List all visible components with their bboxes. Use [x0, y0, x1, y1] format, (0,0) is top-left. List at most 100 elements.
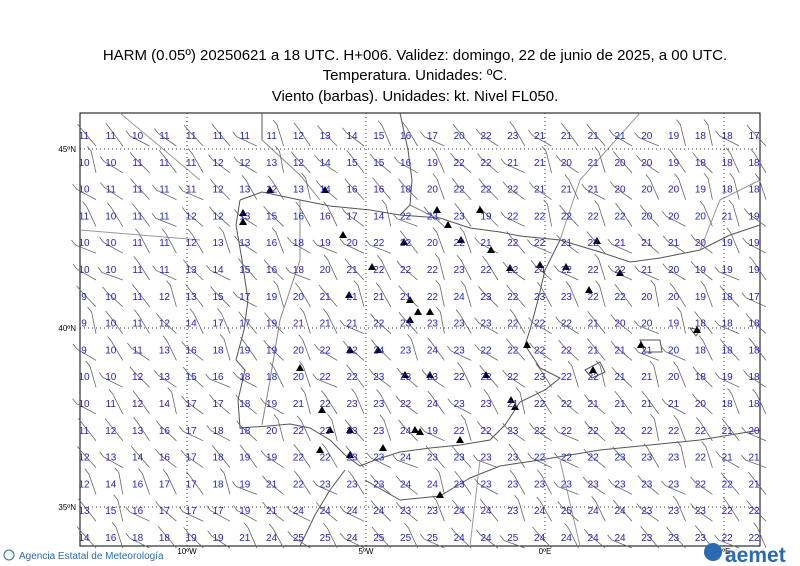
temperature-value: 23 [427, 372, 439, 383]
wind-barb [537, 469, 552, 495]
wind-barb [556, 234, 579, 254]
wind-barb [133, 309, 150, 334]
temperature-value: 18 [239, 426, 251, 437]
temperature-value: 23 [400, 506, 412, 517]
temperature-value: 12 [105, 426, 117, 437]
wind-barb [395, 395, 418, 415]
wind-barb [286, 506, 311, 522]
wind-barb [233, 209, 258, 227]
temperature-value: 23 [480, 453, 492, 464]
temperature-value: 20 [346, 238, 358, 249]
wind-barb [714, 320, 740, 334]
temperature-value: 19 [695, 292, 707, 303]
temperature-value: 20 [454, 131, 466, 142]
wind-barb [314, 155, 338, 174]
peak [433, 206, 441, 213]
wind-barb [474, 344, 499, 361]
wind-barb [450, 153, 472, 174]
wind-barb [728, 200, 740, 227]
wind-barb [581, 184, 606, 200]
wind-barb [368, 368, 392, 388]
temperature-value: 19 [266, 345, 278, 356]
wind-barb [273, 414, 284, 441]
wind-barb [476, 421, 499, 442]
temperature-value: 19 [427, 426, 439, 437]
wind-barb [607, 265, 633, 281]
wind-barb [420, 131, 445, 147]
wind-barb [690, 234, 713, 254]
temperature-value: 10 [105, 319, 117, 330]
wind-barb [564, 174, 579, 200]
temperature-value: 24 [454, 292, 466, 303]
wind-barb [287, 531, 311, 549]
wind-barb [502, 369, 526, 388]
wind-barb [459, 227, 472, 254]
peak [239, 209, 247, 216]
wind-barb [206, 505, 231, 522]
temperature-value: 23 [400, 319, 412, 330]
wind-barb [317, 125, 338, 147]
temperature-value: 17 [186, 453, 198, 464]
wind-barb [236, 420, 258, 442]
temperature-value: 23 [695, 506, 707, 517]
temperature-value: 22 [561, 211, 573, 222]
wind-barb [451, 446, 472, 468]
temperature-value: 18 [722, 158, 734, 169]
temperature-value: 18 [748, 345, 760, 356]
peak [368, 263, 376, 270]
temperature-value: 12 [186, 211, 198, 222]
temperature-value: 14 [373, 211, 385, 222]
temperature-value: 22 [695, 453, 707, 464]
wind-barb [353, 280, 365, 307]
wind-barb [473, 454, 499, 468]
peak [457, 236, 465, 243]
agency-name: Agencia Estatal de Meteorología [19, 551, 164, 562]
temperature-value: 20 [668, 211, 680, 222]
map-frame [79, 112, 761, 547]
wind-barb [676, 119, 686, 147]
temperature-value: 20 [614, 319, 626, 330]
wind-barb [741, 292, 767, 308]
temperature-value: 23 [480, 292, 492, 303]
temperature-value: 21 [293, 399, 305, 410]
wind-barb [527, 239, 552, 254]
wind-barb [301, 172, 311, 200]
temperature-value: 20 [695, 238, 707, 249]
wind-barb [113, 494, 124, 522]
temperature-value: 13 [239, 238, 251, 249]
wind-barb [162, 469, 177, 495]
temperature-value: 23 [507, 479, 519, 490]
temperature-value: 21 [293, 319, 305, 330]
wind-barb [327, 414, 338, 441]
temperature-value: 12 [266, 185, 278, 196]
wind-barb [419, 533, 445, 549]
wind-barb [610, 421, 633, 442]
wind-barb [104, 418, 124, 442]
wind-barb [554, 452, 579, 468]
temperature-value: 23 [668, 453, 680, 464]
temperature-value: 10 [78, 238, 90, 249]
temperature-value: 22 [561, 399, 573, 410]
temperature-value: 22 [668, 426, 680, 437]
temperature-value: 13 [293, 185, 305, 196]
wind-barb [743, 370, 767, 388]
wind-barb [452, 499, 472, 522]
temperature-value: 23 [695, 533, 707, 544]
wind-barb [643, 443, 660, 468]
temperature-value: 21 [480, 238, 492, 249]
temperature-value: 21 [641, 345, 653, 356]
temperature-value: 21 [239, 533, 251, 544]
wind-barb [676, 440, 686, 468]
temperature-value: 12 [132, 372, 144, 383]
wind-barb [396, 367, 418, 388]
temperature-value: 22 [400, 211, 412, 222]
wind-barb [157, 525, 177, 549]
peak [346, 451, 354, 458]
wind-barbs [71, 119, 767, 549]
wind-barb [241, 175, 258, 200]
temperature-value: 17 [186, 399, 198, 410]
temperature-value: 21 [320, 319, 332, 330]
temperature-value: 16 [266, 265, 278, 276]
wind-barb [99, 156, 124, 174]
temperature-value: 16 [212, 372, 224, 383]
